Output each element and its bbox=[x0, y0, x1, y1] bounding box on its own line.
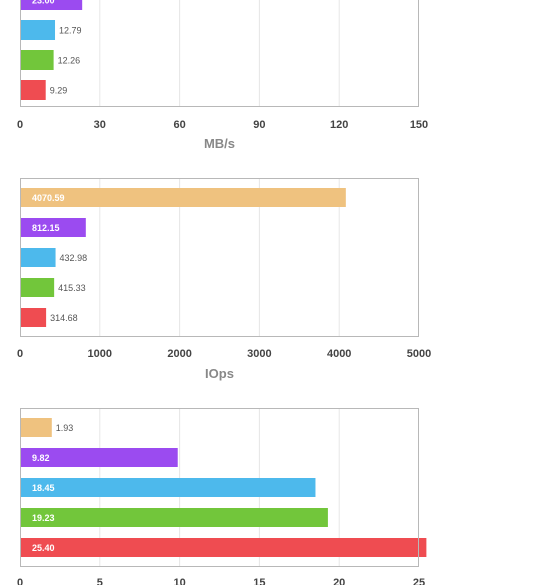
bar-value-label: 23.00 bbox=[32, 0, 55, 6]
plot-frame bbox=[20, 0, 419, 107]
bar bbox=[21, 508, 328, 527]
x-axis-unit-label: IOps bbox=[205, 366, 234, 381]
x-tick-label: 150 bbox=[410, 119, 428, 131]
bar bbox=[21, 538, 427, 557]
bar bbox=[21, 248, 56, 267]
chart-3: 1.93 9.82 18.45 19.23 25.40 0 5 10 15 20 25 bbox=[17, 408, 427, 585]
bar bbox=[21, 478, 316, 497]
x-tick-label: 5000 bbox=[407, 348, 431, 360]
x-tick-label: 120 bbox=[330, 119, 348, 131]
x-tick-label: 10 bbox=[173, 577, 185, 585]
x-tick-label: 15 bbox=[253, 577, 265, 585]
chart-2: 4070.59 812.15 432.98 415.33 314.68 0 1000 2000… bbox=[17, 178, 431, 381]
bar bbox=[21, 218, 86, 237]
bar-value-label: 12.79 bbox=[59, 26, 82, 36]
bar-value-label: 1.93 bbox=[56, 423, 74, 433]
bar bbox=[21, 308, 47, 327]
plot-frame bbox=[20, 178, 419, 337]
x-tick-label: 5 bbox=[97, 577, 103, 585]
bar-value-label: 9.82 bbox=[32, 453, 50, 463]
bar-value-label: 4070.59 bbox=[32, 193, 65, 203]
bar-value-label: 314.68 bbox=[50, 313, 78, 323]
x-tick-label: 60 bbox=[173, 119, 185, 131]
bar bbox=[21, 278, 55, 297]
x-tick-label: 30 bbox=[94, 119, 106, 131]
bar-value-label: 18.45 bbox=[32, 483, 55, 493]
bar bbox=[21, 80, 46, 100]
x-tick-label: 0 bbox=[17, 119, 23, 131]
bar bbox=[21, 50, 54, 70]
x-tick-label: 0 bbox=[17, 577, 23, 585]
bar-value-label: 19.23 bbox=[32, 513, 55, 523]
bar bbox=[21, 188, 346, 207]
x-tick-label: 2000 bbox=[167, 348, 191, 360]
x-tick-label: 25 bbox=[413, 577, 425, 585]
x-tick-label: 20 bbox=[333, 577, 345, 585]
bar-value-label: 415.33 bbox=[58, 283, 86, 293]
plot-frame bbox=[20, 408, 419, 567]
x-axis-unit-label: MB/s bbox=[204, 136, 235, 151]
bar-value-label: 12.26 bbox=[58, 56, 81, 66]
bar bbox=[21, 0, 83, 10]
chart-1: 23.00 12.79 12.26 9.29 0 30 60 90 120 150 MB/s bbox=[17, 0, 428, 151]
x-tick-label: 0 bbox=[17, 348, 23, 360]
x-tick-label: 3000 bbox=[247, 348, 271, 360]
bar bbox=[21, 418, 52, 437]
bar-value-label: 812.15 bbox=[32, 223, 60, 233]
x-tick-label: 1000 bbox=[88, 348, 112, 360]
bar-value-label: 25.40 bbox=[32, 543, 55, 553]
bar-value-label: 432.98 bbox=[60, 253, 88, 263]
x-tick-label: 4000 bbox=[327, 348, 351, 360]
bar-value-label: 9.29 bbox=[50, 86, 68, 96]
x-tick-label: 90 bbox=[253, 119, 265, 131]
bar bbox=[21, 448, 178, 467]
bar bbox=[21, 20, 56, 40]
